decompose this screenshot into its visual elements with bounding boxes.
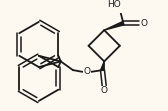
Text: O: O [141, 19, 148, 28]
Polygon shape [101, 61, 104, 70]
Text: HO: HO [107, 0, 121, 9]
Text: O: O [83, 67, 90, 76]
Text: O: O [101, 86, 108, 95]
Polygon shape [104, 22, 124, 30]
